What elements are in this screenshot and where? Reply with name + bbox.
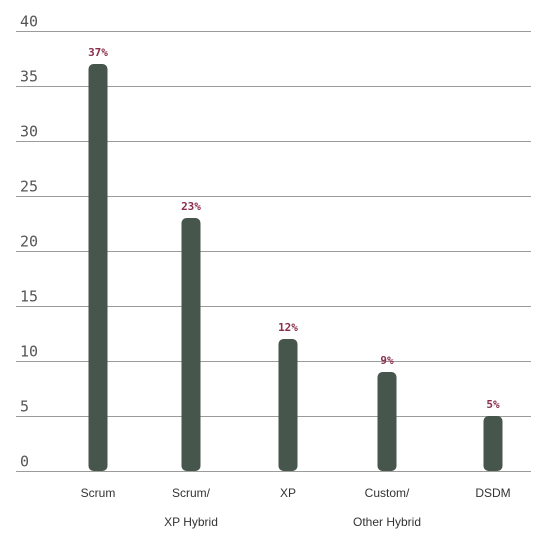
y-tick-label-0: 0 <box>20 453 29 471</box>
y-tick-label-20: 20 <box>20 233 38 251</box>
x-tick-label-2-line-2: XP Hybrid <box>164 515 218 529</box>
y-tick-label-35: 35 <box>20 68 38 86</box>
y-tick-label-5: 5 <box>20 398 29 416</box>
data-label-2: 23% <box>181 200 201 213</box>
bar-2 <box>181 218 201 471</box>
bar-3 <box>278 339 298 471</box>
y-tick-label-10: 10 <box>20 343 38 361</box>
bar-1 <box>88 64 108 471</box>
data-label-3: 12% <box>278 321 298 334</box>
x-tick-label-5: DSDM <box>475 486 510 500</box>
y-tick-label-15: 15 <box>20 288 38 306</box>
y-tick-label-30: 30 <box>20 123 38 141</box>
y-axis-ticks: 0 5 10 15 20 25 30 35 40 <box>20 13 38 471</box>
data-label-4: 9% <box>380 354 394 367</box>
y-tick-label-40: 40 <box>20 13 38 31</box>
x-tick-label-4-line-1: Custom/ <box>365 486 410 500</box>
data-labels: 37% 23% 12% 9% 5% <box>88 46 500 411</box>
bar-4 <box>377 372 397 471</box>
x-tick-label-2-line-1: Scrum/ <box>172 486 211 500</box>
y-tick-label-25: 25 <box>20 178 38 196</box>
x-axis-ticks: Scrum Scrum/XP Hybrid XP Custom/Other Hybri… <box>81 486 511 529</box>
x-tick-label-4-line-2: Other Hybrid <box>353 515 421 529</box>
bar-5 <box>483 416 503 471</box>
data-label-5: 5% <box>486 398 500 411</box>
bars <box>88 64 503 471</box>
x-tick-label-3: XP <box>280 486 296 500</box>
x-tick-label-1: Scrum <box>81 486 116 500</box>
data-label-1: 37% <box>88 46 108 59</box>
